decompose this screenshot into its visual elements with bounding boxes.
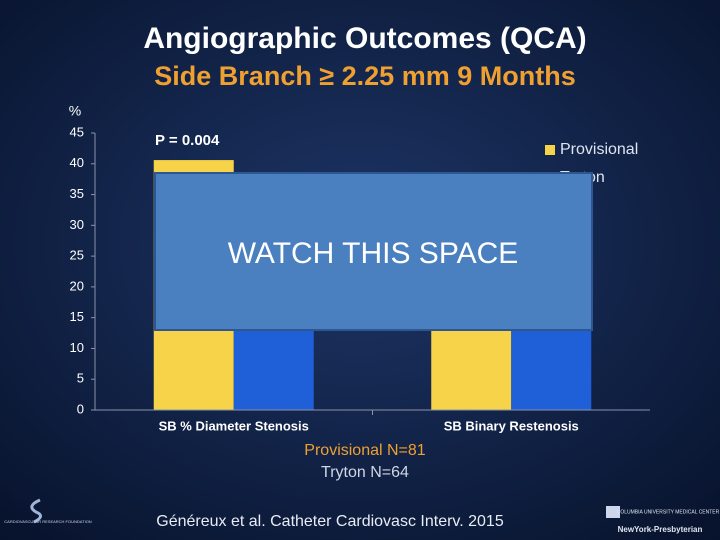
chart-title: Angiographic Outcomes (QCA) — [143, 22, 586, 55]
note: Provisional N=81 — [304, 442, 426, 459]
logo-icon — [606, 506, 620, 518]
x-tick-label: SB % Diameter Stenosis — [159, 418, 309, 433]
y-tick-label: 30 — [70, 217, 84, 232]
logo-left: CARDIOVASCULAR RESEARCH FOUNDATION — [4, 498, 92, 524]
y-tick-label: 40 — [70, 155, 84, 170]
y-tick-label: 20 — [70, 278, 84, 293]
y-tick-label: 45 — [70, 124, 84, 139]
legend-swatch — [545, 145, 555, 155]
x-tick-label: SB Binary Restenosis — [444, 418, 579, 433]
legend-label: Provisional — [560, 141, 638, 158]
note: Tryton N=64 — [321, 464, 409, 481]
y-tick-label: 0 — [77, 401, 84, 416]
annotation: P = 0.004 — [155, 132, 220, 149]
y-tick-label: 35 — [70, 186, 84, 201]
y-tick-label: 15 — [70, 309, 84, 324]
y-tick-label: 5 — [77, 371, 84, 386]
logo-text: NewYork-Presbyterian — [618, 525, 703, 534]
y-axis-label: % — [69, 103, 81, 119]
citation: Généreux et al. Catheter Cardiovasc Inte… — [156, 513, 504, 530]
chart-subtitle: Side Branch ≥ 2.25 mm 9 Months — [154, 61, 575, 91]
logo-text: COLUMBIA UNIVERSITY MEDICAL CENTER — [617, 509, 720, 515]
logo-icon — [30, 498, 42, 524]
logo-text: CARDIOVASCULAR RESEARCH FOUNDATION — [4, 519, 92, 524]
overlay-box — [154, 172, 593, 331]
y-tick-label: 25 — [70, 248, 84, 263]
y-tick-label: 10 — [70, 340, 84, 355]
logo-right: COLUMBIA UNIVERSITY MEDICAL CENTER NewYo… — [606, 506, 720, 534]
overlay-text: WATCH THIS SPACE — [228, 237, 519, 270]
